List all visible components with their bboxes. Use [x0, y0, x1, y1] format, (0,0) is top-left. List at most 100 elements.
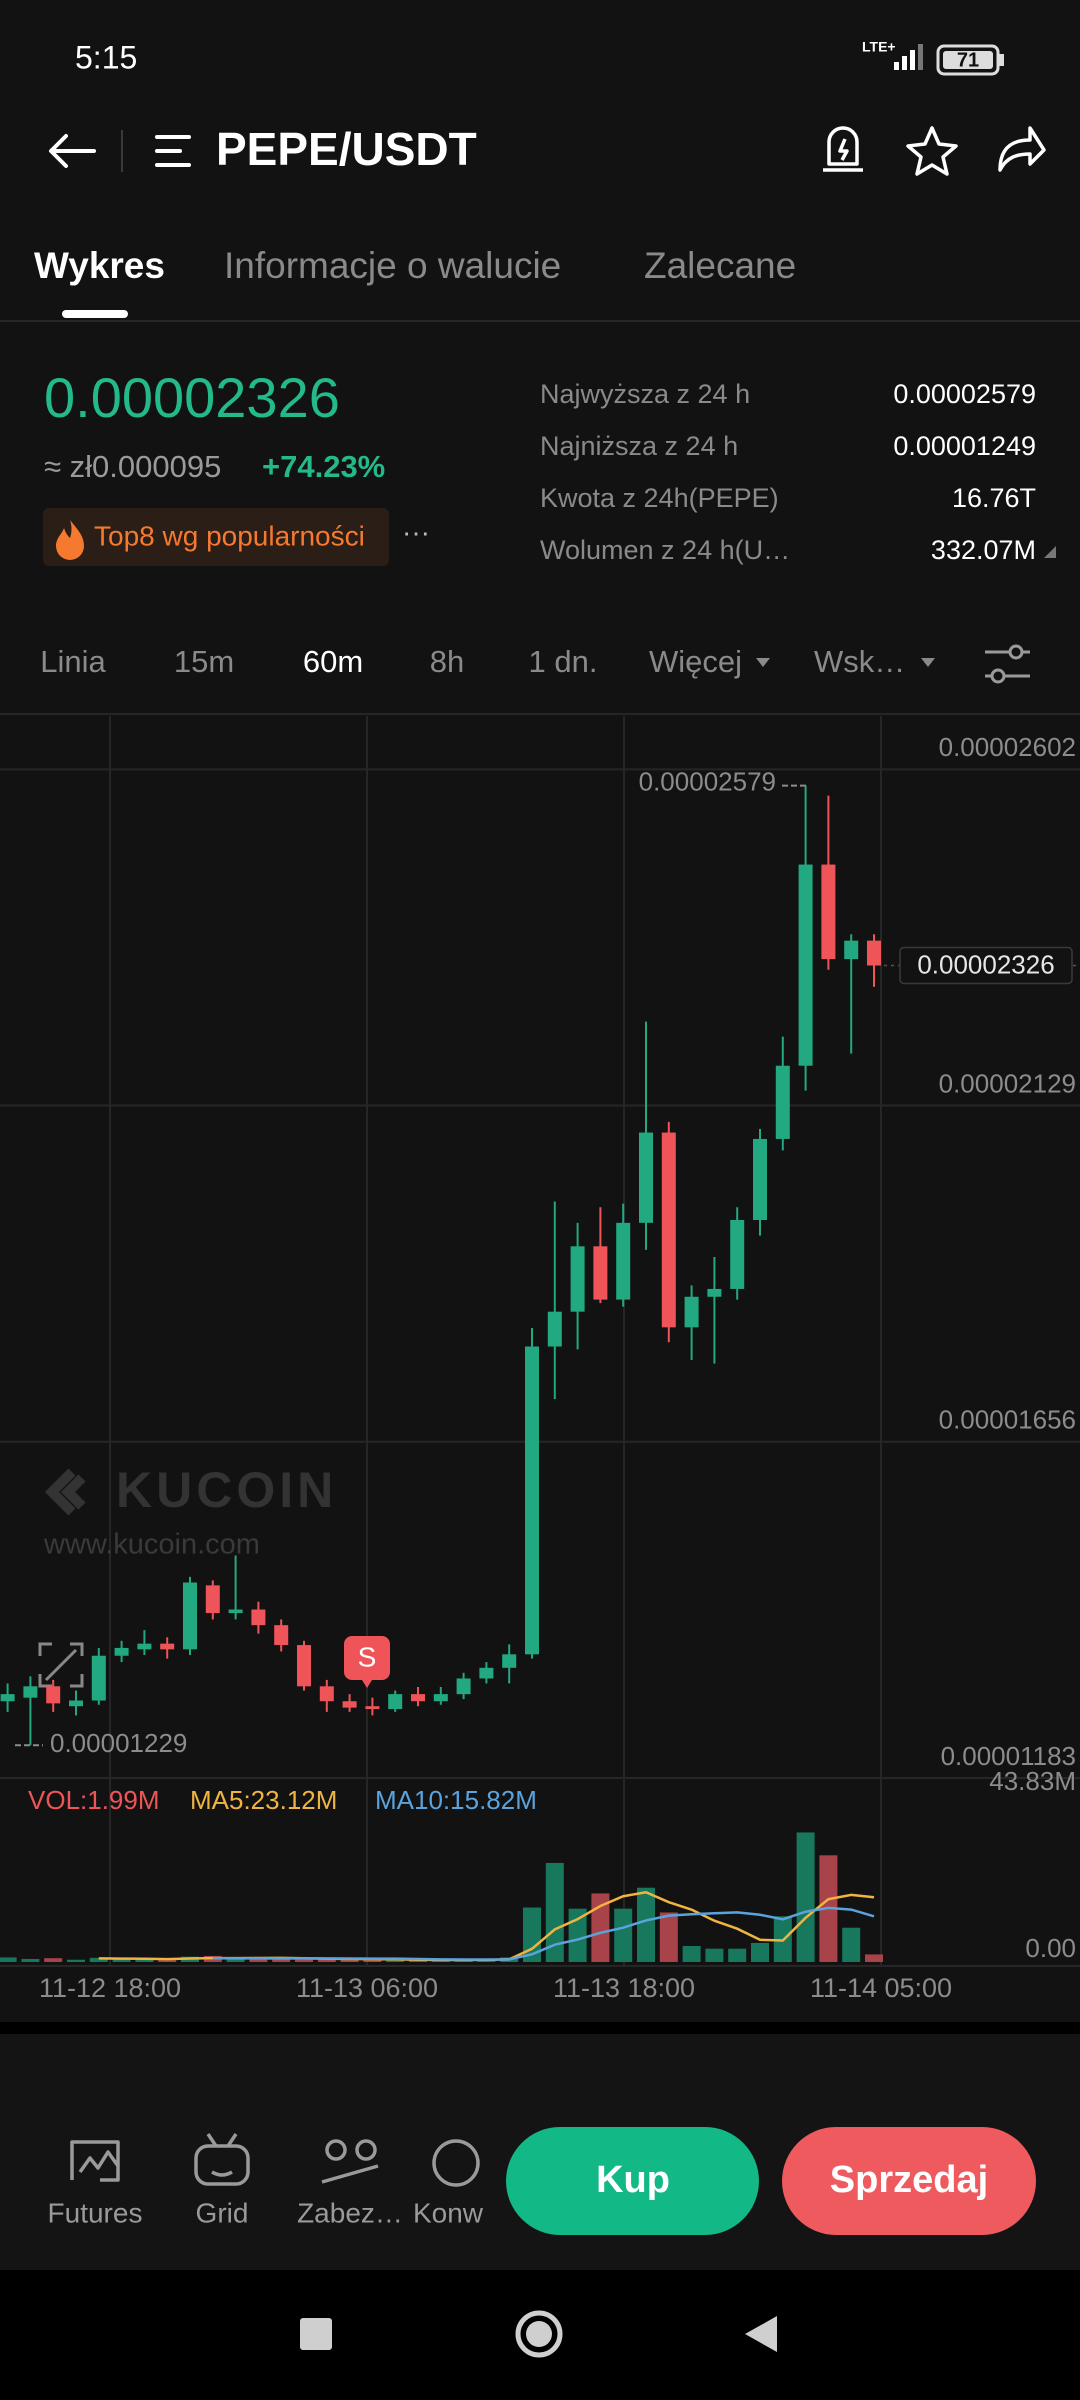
nav-label[interactable]: Grid — [196, 2197, 249, 2228]
menu-button[interactable] — [155, 135, 191, 167]
tab[interactable]: Informacje o walucie — [224, 245, 561, 286]
volume-bar — [386, 1959, 405, 1962]
signal-icon — [894, 44, 923, 70]
stat-label: Najniższa z 24 h — [540, 431, 738, 461]
volume-bar — [0, 1957, 17, 1962]
back-button[interactable] — [49, 134, 96, 168]
candle-body — [707, 1288, 722, 1297]
volume-bar — [363, 1960, 382, 1962]
candle-body — [411, 1694, 425, 1702]
volume-bar — [591, 1893, 610, 1962]
volume-bar — [637, 1887, 655, 1962]
back-nav-button[interactable] — [745, 2316, 777, 2352]
fiat-price: ≈ zł0.000095 — [44, 449, 221, 484]
stat-value: 0.00002579 — [893, 379, 1036, 409]
battery-level — [943, 51, 993, 69]
interval-option[interactable]: Linia — [40, 644, 106, 679]
volume-bar — [865, 1954, 883, 1962]
share-button[interactable] — [998, 126, 1046, 172]
fire-icon — [56, 520, 84, 560]
volume-legend: MA10:15.82M — [375, 1785, 537, 1815]
x-tick-label: 11-13 18:00 — [553, 1973, 695, 2003]
volume-bar — [842, 1927, 861, 1962]
home-button-dot[interactable] — [526, 2321, 552, 2347]
candle-body — [114, 1647, 129, 1656]
buy-button-text[interactable]: Kup — [596, 2159, 670, 2201]
buy-button[interactable] — [506, 2127, 759, 2235]
popularity-badge[interactable] — [43, 508, 389, 566]
chart-settings-button[interactable] — [985, 644, 1030, 684]
nav-label[interactable]: Konw — [413, 2197, 484, 2228]
candle-body — [570, 1246, 585, 1312]
battery-tip — [999, 54, 1004, 66]
favorite-button[interactable] — [906, 126, 958, 176]
dropdown-arrow — [921, 658, 935, 667]
last-price-box — [899, 946, 1073, 985]
interval-option[interactable]: 1 dn. — [529, 644, 598, 679]
y-tick-label: 0.00002602 — [939, 732, 1076, 762]
candle-body — [456, 1678, 471, 1695]
candle-body — [593, 1246, 608, 1300]
more-button[interactable]: ··· — [402, 516, 430, 547]
candle-body — [342, 1701, 357, 1708]
candle-body — [639, 1132, 653, 1223]
stat-value: 16.76T — [952, 483, 1036, 513]
volume-bar — [728, 1948, 747, 1962]
volume-bar — [21, 1958, 40, 1962]
status-time: 5:15 — [75, 39, 137, 75]
candle-body — [205, 1585, 220, 1614]
sell-button-text[interactable]: Sprzedaj — [830, 2159, 988, 2201]
volume-bar — [340, 1959, 359, 1962]
price-change: +74.23% — [262, 449, 385, 484]
interval-option[interactable]: 15m — [174, 644, 234, 679]
nav-label[interactable]: Futures — [48, 2197, 143, 2228]
interval-option[interactable]: 60m — [303, 644, 363, 679]
volume-tick-label: 43.83M — [989, 1766, 1076, 1796]
tab[interactable]: Wykres — [34, 245, 165, 286]
alert-button[interactable] — [823, 126, 863, 172]
x-tick-label: 11-12 18:00 — [39, 1973, 181, 2003]
volume-legend: MA5:23.12M — [190, 1785, 337, 1815]
candle-body — [798, 864, 813, 1066]
volume-tick-label: 0.00 — [1025, 1933, 1076, 1963]
volume-arrow — [1044, 546, 1056, 558]
interval-option[interactable]: Wsk… — [814, 644, 905, 679]
volume-bar — [67, 1959, 85, 1962]
last-price: 0.00002326 — [44, 366, 340, 429]
volume-bar — [409, 1960, 427, 1962]
volume-bar — [705, 1948, 724, 1962]
candle-body — [228, 1609, 243, 1614]
candle-body — [319, 1686, 334, 1702]
volume-bar — [272, 1959, 291, 1962]
candle-body — [69, 1700, 83, 1707]
home-button[interactable] — [515, 2310, 563, 2358]
sell-signal-marker — [344, 1636, 390, 1688]
candle-body — [183, 1582, 197, 1650]
pair-title: PEPE/USDT — [216, 123, 477, 175]
dropdown-arrow — [756, 658, 770, 667]
stat-label: Wolumen z 24 h(U… — [540, 535, 790, 565]
interval-option[interactable]: 8h — [430, 644, 464, 679]
fullscreen-button[interactable] — [38, 1642, 84, 1688]
volume-bar — [295, 1958, 313, 1962]
recents-button[interactable] — [300, 2318, 332, 2350]
candle-body — [365, 1706, 380, 1710]
volume-bar — [659, 1912, 678, 1962]
candle-body — [661, 1132, 676, 1328]
interval-option[interactable]: Więcej — [649, 644, 742, 679]
candle-body — [297, 1645, 311, 1687]
sell-button[interactable] — [782, 2127, 1036, 2235]
nav-label[interactable]: Zabez… — [297, 2197, 403, 2228]
stat-label: Kwota z 24h(PEPE) — [540, 483, 779, 513]
high-label: 0.00002579 — [639, 767, 776, 797]
stat-value: 332.07M — [931, 535, 1036, 565]
volume-bar — [682, 1945, 701, 1962]
tab[interactable]: Zalecane — [644, 245, 796, 286]
candle-body — [684, 1296, 699, 1328]
vertical-grid — [109, 716, 882, 1966]
candle-body — [616, 1222, 631, 1300]
panel-separator — [0, 2022, 1080, 2034]
sell-signal-text: S — [358, 1641, 377, 1672]
